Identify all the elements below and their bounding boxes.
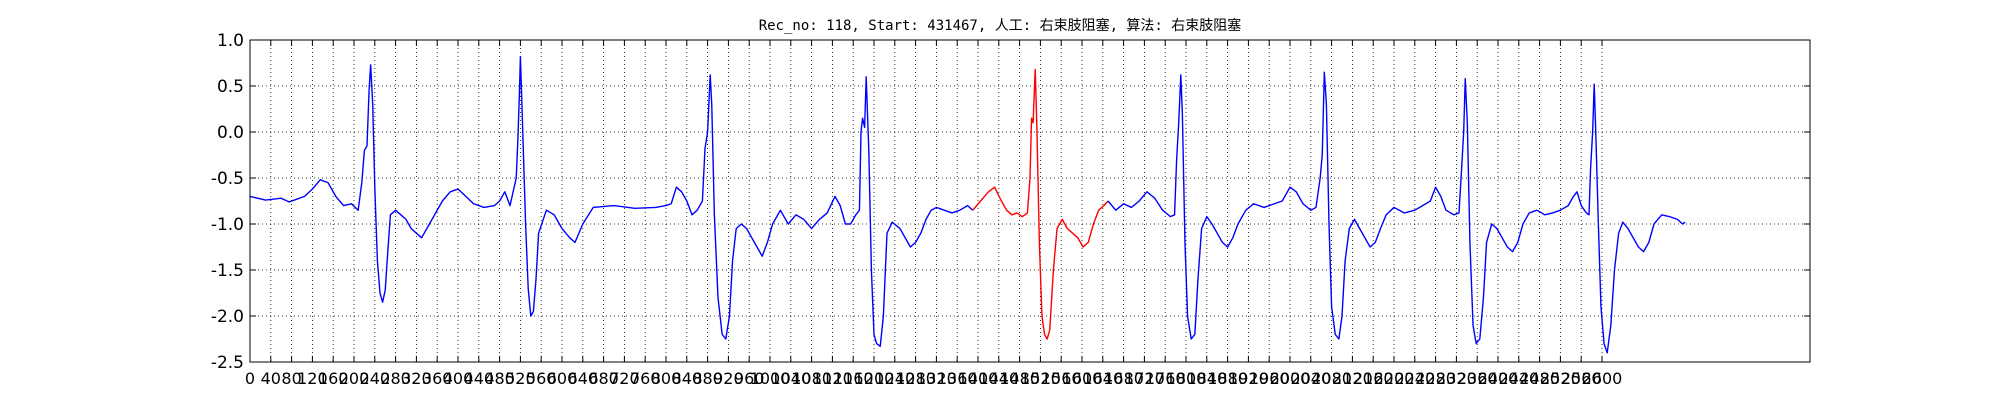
x-tick-label: 1640 <box>1082 369 1123 388</box>
x-axis: 0 40 8012016020024028032036040044048052056… <box>245 40 1622 388</box>
x-tick-label: 880 <box>692 369 723 388</box>
x-tick-label: 240 <box>360 369 391 388</box>
x-tick-label: 1680 <box>1103 369 1144 388</box>
x-tick-label: 1600 <box>1062 369 1103 388</box>
x-tick-label: 1840 <box>1186 369 1227 388</box>
x-tick-label: 2560 <box>1561 369 1602 388</box>
x-tick-label: 1040 <box>770 369 811 388</box>
series-group <box>249 55 1686 354</box>
x-tick-label: 480 <box>484 369 515 388</box>
x-tick-label: 600 <box>547 369 578 388</box>
x-tick-label: 960 <box>734 369 765 388</box>
ecg-segment-1 <box>249 55 974 348</box>
x-tick-label: 0 <box>245 369 255 388</box>
x-tick-label: 2200 <box>1374 369 1415 388</box>
x-tick-label: 1520 <box>1020 369 1061 388</box>
x-tick-label: 2040 <box>1290 369 1331 388</box>
x-tick-label: 1080 <box>791 369 832 388</box>
x-tick-label: 2360 <box>1457 369 1498 388</box>
y-axis: 1.0 0.5 0.0 -0.5 -1.0 -1.5 -2.0 -2.5 <box>211 31 1810 373</box>
chart-title: Rec_no: 118, Start: 431467, 人工: 右束肢阻塞, 算… <box>759 17 1242 34</box>
x-tick-label: 1320 <box>916 369 957 388</box>
x-tick-label: 1360 <box>937 369 978 388</box>
x-tick-label: 1000 <box>750 369 791 388</box>
x-tick-label: 40 <box>261 369 281 388</box>
y-tick-label: -1.0 <box>211 215 244 235</box>
x-tick-label: 720 <box>609 369 640 388</box>
x-tick-label: 1880 <box>1207 369 1248 388</box>
ecg-segment-3 <box>1107 71 1686 354</box>
x-tick-label: 2240 <box>1394 369 1435 388</box>
x-tick-label: 2400 <box>1478 369 1519 388</box>
x-tick-label: 1240 <box>874 369 915 388</box>
x-tick-label: 2520 <box>1540 369 1581 388</box>
x-tick-label: 360 <box>422 369 453 388</box>
ecg-segment-2 <box>972 68 1109 340</box>
y-tick-label: 1.0 <box>217 31 244 51</box>
x-tick-label: 320 <box>401 369 432 388</box>
x-tick-label: 2440 <box>1498 369 1539 388</box>
x-tick-label: 800 <box>651 369 682 388</box>
x-tick-label: 1560 <box>1041 369 1082 388</box>
x-tick-label: 120 <box>297 369 328 388</box>
y-tick-label: 0.5 <box>217 77 244 97</box>
x-tick-label: 2600 <box>1582 369 1623 388</box>
x-tick-label: 1120 <box>812 369 853 388</box>
x-tick-label: 1280 <box>895 369 936 388</box>
x-tick-label: 520 <box>505 369 536 388</box>
x-tick-label: 920 <box>713 369 744 388</box>
x-tick-label: 1200 <box>854 369 895 388</box>
x-tick-label: 1440 <box>978 369 1019 388</box>
x-tick-label: 280 <box>380 369 411 388</box>
x-tick-label: 1760 <box>1145 369 1186 388</box>
x-tick-label: 1960 <box>1249 369 1290 388</box>
x-tick-label: 2000 <box>1270 369 1311 388</box>
x-tick-label: 1160 <box>833 369 874 388</box>
x-tick-label: 1400 <box>958 369 999 388</box>
x-tick-label: 680 <box>588 369 619 388</box>
x-tick-label: 2320 <box>1436 369 1477 388</box>
x-tick-label: 2160 <box>1353 369 1394 388</box>
x-tick-label: 840 <box>672 369 703 388</box>
y-tick-label: -2.0 <box>211 307 244 327</box>
x-tick-label: 1800 <box>1166 369 1207 388</box>
x-tick-label: 2120 <box>1332 369 1373 388</box>
x-tick-label: 1480 <box>999 369 1040 388</box>
x-tick-label: 200 <box>339 369 370 388</box>
x-tick-label: 560 <box>526 369 557 388</box>
x-tick-label: 2080 <box>1311 369 1352 388</box>
x-tick-label: 400 <box>443 369 474 388</box>
x-tick-label: 1720 <box>1124 369 1165 388</box>
plot-frame <box>249 39 1811 363</box>
x-tick-label: 1920 <box>1228 369 1269 388</box>
x-tick-label: 2280 <box>1415 369 1456 388</box>
x-tick-label: 440 <box>464 369 495 388</box>
x-tick-label: 640 <box>568 369 599 388</box>
x-tick-label: 2480 <box>1519 369 1560 388</box>
x-tick-label: 760 <box>630 369 661 388</box>
y-tick-label: -0.5 <box>211 169 244 189</box>
y-tick-label: 0.0 <box>217 123 244 143</box>
grid <box>250 40 1810 362</box>
x-tick-label: 80 <box>281 369 301 388</box>
x-tick-label: 160 <box>318 369 349 388</box>
y-tick-label: -1.5 <box>211 261 244 281</box>
y-tick-label: -2.5 <box>211 353 244 373</box>
